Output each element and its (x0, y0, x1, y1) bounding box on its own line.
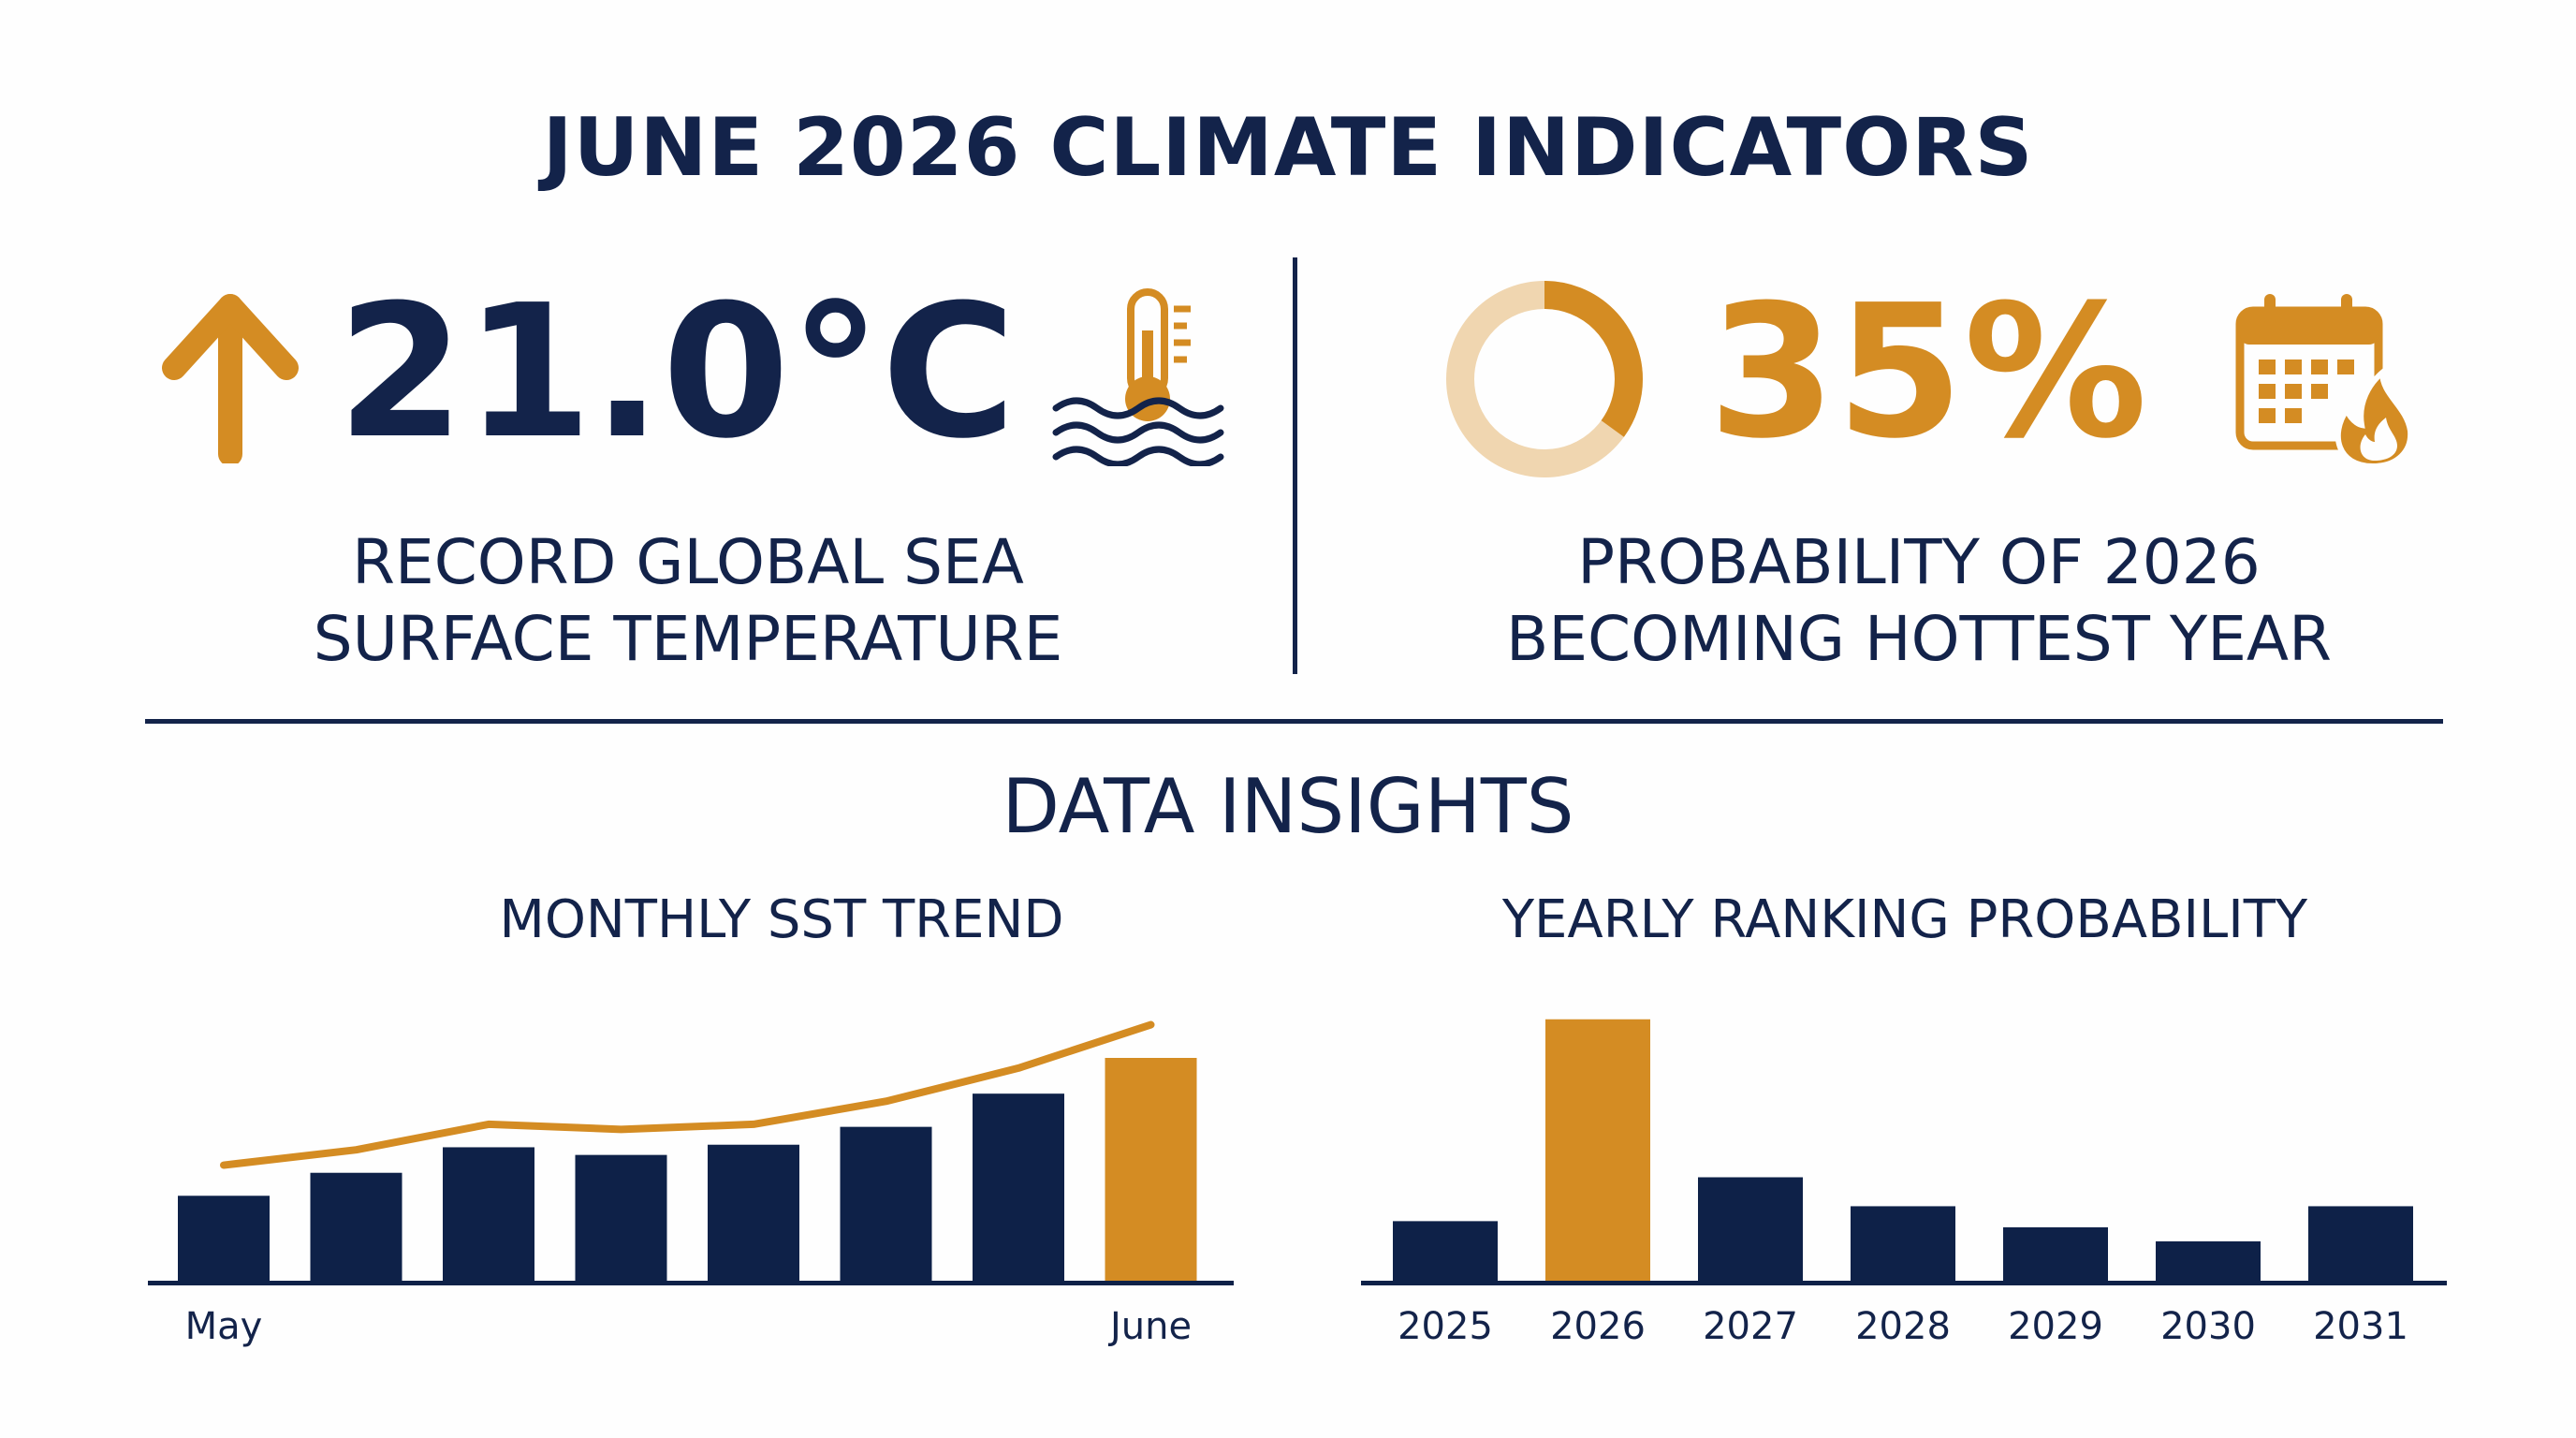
rank-tick-label-2030: 2030 (2160, 1305, 2256, 1348)
probability-caption-line2: BECOMING HOTTEST YEAR (1506, 603, 2332, 675)
rank-bar-2030 (2156, 1240, 2261, 1283)
sst-tick-label-start: May (185, 1305, 263, 1348)
rank-bar-2028 (1851, 1206, 1955, 1283)
yearly-ranking-chart-title: YEARLY RANKING PROBABILITY (1501, 889, 2308, 950)
rank-tick-label-2026: 2026 (1550, 1305, 1646, 1348)
section-title: DATA INSIGHTS (1002, 763, 1574, 850)
rank-bar-2029 (2003, 1226, 2108, 1283)
rank-x-axis (1361, 1281, 2447, 1285)
rank-bar-2031 (2308, 1206, 2413, 1283)
page-title: JUNE 2026 CLIMATE INDICATORS (542, 101, 2034, 195)
temperature-caption-line2: SURFACE TEMPERATURE (313, 603, 1063, 675)
progress-ring-icon (1446, 281, 1643, 477)
temperature-caption-line1: RECORD GLOBAL SEA (352, 526, 1024, 598)
probability-value: 35% (1708, 266, 2148, 479)
rank-bar-2027 (1698, 1177, 1803, 1283)
arrow-up-icon (162, 294, 299, 463)
sst-bar-3 (575, 1154, 667, 1283)
probability-caption: PROBABILITY OF 2026 BECOMING HOTTEST YEA… (1367, 524, 2471, 678)
temperature-value: 21.0°C (337, 266, 1017, 479)
sst-bar-7 (1105, 1058, 1197, 1283)
thermometer-water-icon (1052, 288, 1224, 466)
sst-bar-1 (310, 1172, 402, 1283)
sst-x-axis (148, 1281, 1234, 1285)
calendar-fire-icon (2235, 294, 2414, 468)
monthly-sst-chart: May June (148, 1020, 1234, 1348)
sst-tick-label-end: June (1107, 1305, 1192, 1348)
monthly-sst-chart-title: MONTHLY SST TREND (499, 889, 1064, 950)
rank-tick-label-2027: 2027 (1703, 1305, 1798, 1348)
rank-tick-label-2029: 2029 (2008, 1305, 2103, 1348)
kpi-divider (1293, 257, 1297, 674)
sst-trend-line (220, 1020, 1155, 1169)
sst-bar-4 (708, 1144, 799, 1283)
sst-bar-5 (840, 1126, 932, 1283)
section-divider (145, 719, 2443, 724)
rank-bar-2026 (1545, 1019, 1650, 1283)
sst-bar-0 (178, 1196, 270, 1283)
sst-bar-6 (973, 1093, 1064, 1283)
sst-bar-2 (443, 1147, 534, 1283)
yearly-ranking-chart: 2025 2026 2027 2028 2029 2030 2031 (1361, 1019, 2447, 1348)
rank-tick-label-2031: 2031 (2313, 1305, 2408, 1348)
probability-caption-line1: PROBABILITY OF 2026 (1577, 526, 2261, 598)
rank-tick-label-2028: 2028 (1855, 1305, 1951, 1348)
temperature-caption: RECORD GLOBAL SEA SURFACE TEMPERATURE (150, 524, 1226, 678)
rank-bar-2025 (1393, 1221, 1498, 1283)
rank-tick-label-2025: 2025 (1398, 1305, 1493, 1348)
